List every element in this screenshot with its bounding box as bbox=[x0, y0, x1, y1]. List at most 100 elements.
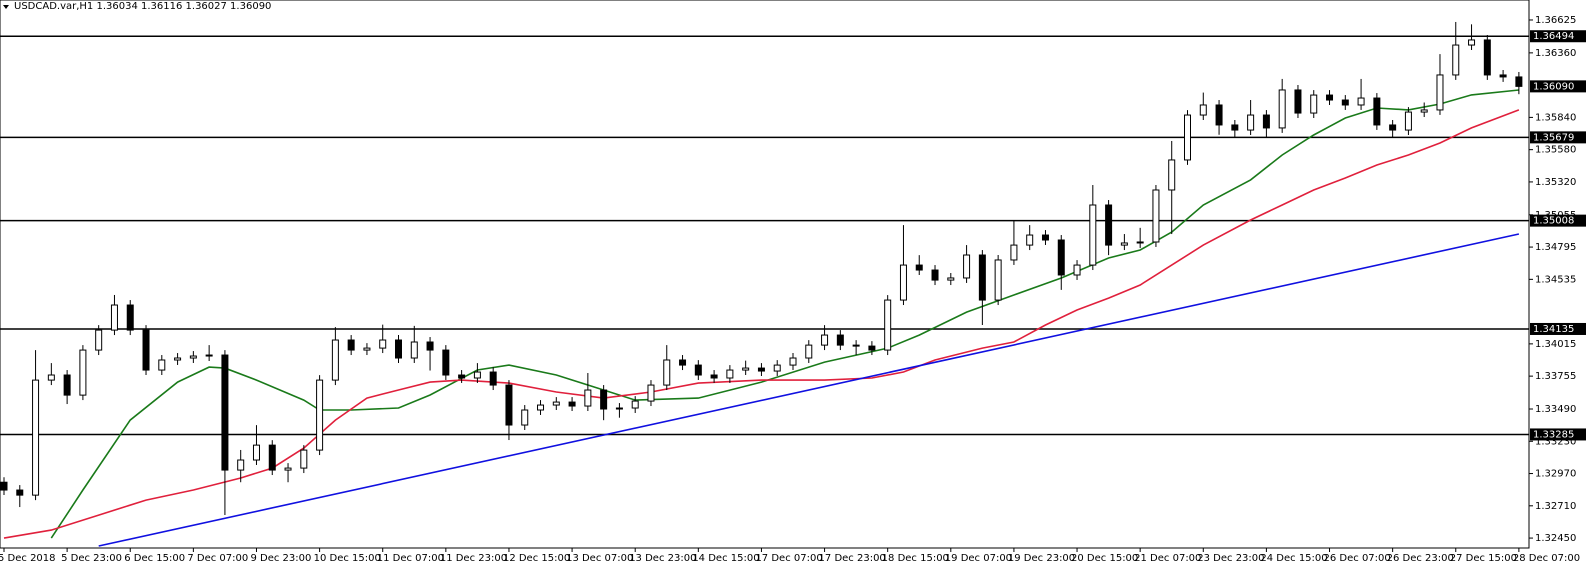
x-tick-label: 6 Dec 15:00 bbox=[124, 553, 185, 564]
candle-body bbox=[1468, 39, 1476, 46]
candle-body bbox=[110, 304, 118, 331]
x-tick-label: 21 Dec 07:00 bbox=[1134, 553, 1201, 564]
x-tick-label: 12 Dec 15:00 bbox=[503, 553, 570, 564]
candle-body bbox=[600, 389, 608, 410]
y-tick-label: 1.32970 bbox=[1535, 469, 1576, 480]
level-label: 1.35679 bbox=[1533, 132, 1574, 143]
x-tick-label: 26 Dec 23:00 bbox=[1387, 553, 1454, 564]
candle-body bbox=[584, 389, 592, 407]
x-tick-label: 5 Dec 23:00 bbox=[61, 553, 122, 564]
candle-body bbox=[978, 254, 986, 301]
x-tick-label: 14 Dec 15:00 bbox=[692, 553, 759, 564]
chart-title: USDCAD.var,H1 1.36034 1.36116 1.36027 1.… bbox=[14, 1, 271, 12]
plot-frame bbox=[0, 0, 1530, 549]
y-tick-label: 1.32450 bbox=[1535, 533, 1576, 544]
y-tick-label: 1.33755 bbox=[1535, 371, 1576, 382]
candle-body bbox=[1373, 97, 1381, 126]
level-box bbox=[1530, 131, 1586, 144]
candle-body bbox=[1515, 76, 1523, 87]
y-tick-label: 1.34795 bbox=[1535, 242, 1576, 253]
candle-body bbox=[1073, 264, 1081, 276]
candle-body bbox=[1120, 242, 1128, 246]
x-tick-label: 13 Dec 07:00 bbox=[566, 553, 633, 564]
candle-body bbox=[1152, 189, 1160, 243]
candle-body bbox=[726, 369, 734, 379]
candle-body bbox=[568, 401, 576, 407]
candle-body bbox=[552, 401, 560, 406]
candle-body bbox=[1057, 239, 1065, 276]
x-tick-label: 23 Dec 23:00 bbox=[1197, 553, 1264, 564]
menu-arrow[interactable] bbox=[3, 5, 9, 9]
candle-body bbox=[0, 481, 8, 491]
candle-body bbox=[963, 254, 971, 279]
x-tick-label: 17 Dec 23:00 bbox=[819, 553, 886, 564]
candle-body bbox=[805, 344, 813, 359]
candle-body bbox=[615, 407, 623, 410]
candle-body bbox=[395, 339, 402, 359]
x-tick-label: 18 Dec 15:00 bbox=[882, 553, 949, 564]
candle-body bbox=[852, 344, 860, 347]
candle-body bbox=[379, 339, 387, 349]
y-tick-label: 1.33230 bbox=[1535, 436, 1576, 447]
x-tick-label: 19 Dec 07:00 bbox=[945, 553, 1012, 564]
candle-body bbox=[189, 355, 197, 359]
y-tick-label: 1.33490 bbox=[1535, 404, 1576, 415]
candle-body bbox=[237, 459, 245, 471]
candle-body bbox=[410, 341, 418, 359]
x-tick-label: 13 Dec 23:00 bbox=[629, 553, 696, 564]
candle-body bbox=[742, 367, 750, 371]
candle-body bbox=[773, 364, 781, 372]
y-tick-label: 1.34535 bbox=[1535, 274, 1576, 285]
level-label: 1.35008 bbox=[1533, 216, 1574, 227]
candle-body bbox=[473, 371, 481, 379]
candle-body bbox=[1310, 94, 1318, 114]
candle-body bbox=[1231, 124, 1239, 131]
candle-body bbox=[284, 467, 292, 471]
candle-body bbox=[647, 384, 655, 402]
candle-body bbox=[931, 269, 939, 281]
y-tick-label: 1.34015 bbox=[1535, 339, 1576, 350]
x-tick-label: 24 Dec 15:00 bbox=[1260, 553, 1327, 564]
candle-body bbox=[1089, 204, 1097, 266]
candle-body bbox=[316, 379, 324, 451]
candle-body bbox=[994, 259, 1002, 301]
candle-body bbox=[1262, 114, 1270, 129]
candle-body bbox=[95, 329, 103, 351]
y-tick-label: 1.36625 bbox=[1535, 15, 1576, 26]
y-tick-label: 1.36360 bbox=[1535, 48, 1576, 59]
candle-body bbox=[489, 371, 497, 386]
candle-body bbox=[537, 404, 545, 411]
candle-body bbox=[1499, 74, 1507, 78]
candle-body bbox=[47, 374, 55, 381]
candle-body bbox=[205, 354, 213, 357]
bid-label: 1.36090 bbox=[1533, 81, 1574, 92]
candle-body bbox=[663, 359, 671, 386]
candle-body bbox=[836, 334, 844, 346]
candle-body bbox=[347, 339, 355, 351]
candle-body bbox=[789, 357, 797, 366]
candle-body bbox=[521, 409, 529, 426]
level-label: 1.36494 bbox=[1533, 31, 1574, 42]
candle-body bbox=[79, 349, 87, 396]
candle-body bbox=[757, 367, 765, 372]
axes: 1.36625 1.36360 1.35840 1.35580 1.35320 1.350… bbox=[0, 15, 1586, 564]
indicator-line bbox=[3, 109, 1520, 539]
candle-body bbox=[1278, 89, 1286, 129]
candle-body bbox=[1294, 89, 1302, 114]
indicator-line bbox=[98, 233, 1520, 547]
candle-body bbox=[1341, 99, 1349, 106]
candle-body bbox=[1168, 159, 1176, 191]
level-box bbox=[1530, 30, 1586, 43]
candle-body bbox=[631, 400, 639, 409]
candle-body bbox=[126, 304, 134, 331]
level-label: 1.33285 bbox=[1533, 429, 1574, 440]
candle-body bbox=[158, 359, 166, 371]
candle-body bbox=[1215, 104, 1223, 126]
candle-body bbox=[1404, 111, 1412, 131]
candle-body bbox=[1105, 204, 1113, 246]
candle-body bbox=[1184, 114, 1191, 161]
level-box bbox=[1530, 214, 1586, 227]
candle-body bbox=[915, 264, 923, 271]
level-box bbox=[1530, 428, 1586, 441]
